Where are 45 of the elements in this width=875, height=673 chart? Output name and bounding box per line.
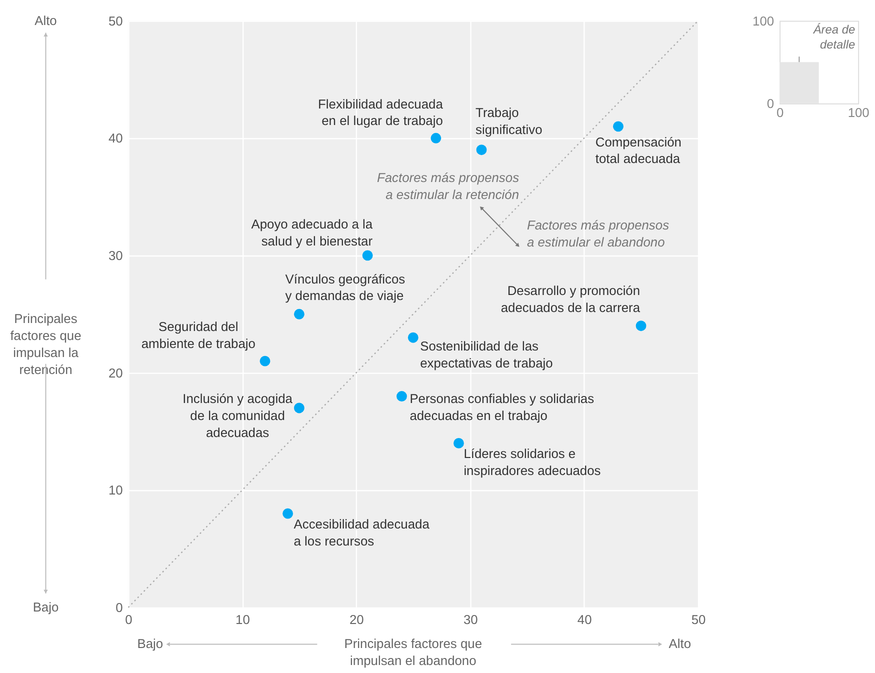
text: Bajo — [32, 599, 59, 614]
point — [294, 308, 304, 320]
annotation: Factores más propensos a estimular la retención — [376, 170, 520, 202]
point — [430, 132, 442, 144]
x-tick-label: 50 — [691, 612, 706, 627]
x-tick-label: 20 — [349, 612, 364, 627]
text: Bajo — [137, 636, 164, 652]
point — [260, 356, 270, 366]
x-tick-label: 40 — [577, 612, 592, 627]
y-tick-label: 0 — [116, 600, 123, 615]
point — [408, 332, 418, 343]
x-tick-label: 30 — [463, 612, 478, 627]
point — [613, 121, 624, 132]
y-tick-label: 20 — [108, 365, 123, 380]
annotation: Factores más propensos a estimular el abandono — [526, 218, 670, 250]
x-axis-title: Principales factores que impulsan el abandono — [344, 636, 482, 668]
point — [362, 250, 373, 261]
series-label: Seguridad del ambiente de trabajo — [141, 319, 256, 352]
point — [454, 438, 464, 448]
x-tick-label: 0 — [125, 612, 132, 627]
series-label: Compensación total adecuada — [595, 134, 682, 166]
point — [294, 402, 304, 414]
series-label: Accesibilidad adecuada a los recursos — [294, 516, 430, 548]
series-label: Sostenibilidad de las expectativas de trabajo — [420, 338, 553, 370]
series-label: Apoyo adecuado a la salud y el bienestar — [251, 216, 374, 249]
series-label: Desarrollo y promoción adecuados de la carrera — [500, 283, 641, 315]
annotation: Área de detalle — [812, 22, 856, 52]
point — [282, 508, 294, 519]
series-label: Trabajo significativo — [476, 105, 542, 137]
series-label: Personas confiables y solidarias adecuadas en el trabajo — [410, 391, 594, 424]
point — [476, 144, 487, 156]
y-tick-label: 40 — [108, 130, 123, 146]
series-label: Líderes solidarios e inspiradores adecuados — [464, 446, 601, 478]
series-label: Inclusión y acogida de la comunidad adecuadas — [182, 391, 294, 440]
point — [636, 320, 646, 332]
y-tick-label: 50 — [108, 13, 123, 28]
y-tick-label: 10 — [108, 482, 123, 498]
y-tick-label: 30 — [108, 248, 123, 263]
series-label: Vínculos geográficos y demandas de viaje — [285, 271, 406, 304]
y-axis-title: Principales factores que impulsan la retención — [10, 311, 82, 377]
point — [396, 391, 407, 402]
series-label: Flexibilidad adecuada en el lugar de trabajo — [318, 96, 444, 128]
x-tick-label: 10 — [236, 612, 250, 627]
text: Alto — [34, 12, 57, 28]
text: Alto — [668, 636, 692, 652]
